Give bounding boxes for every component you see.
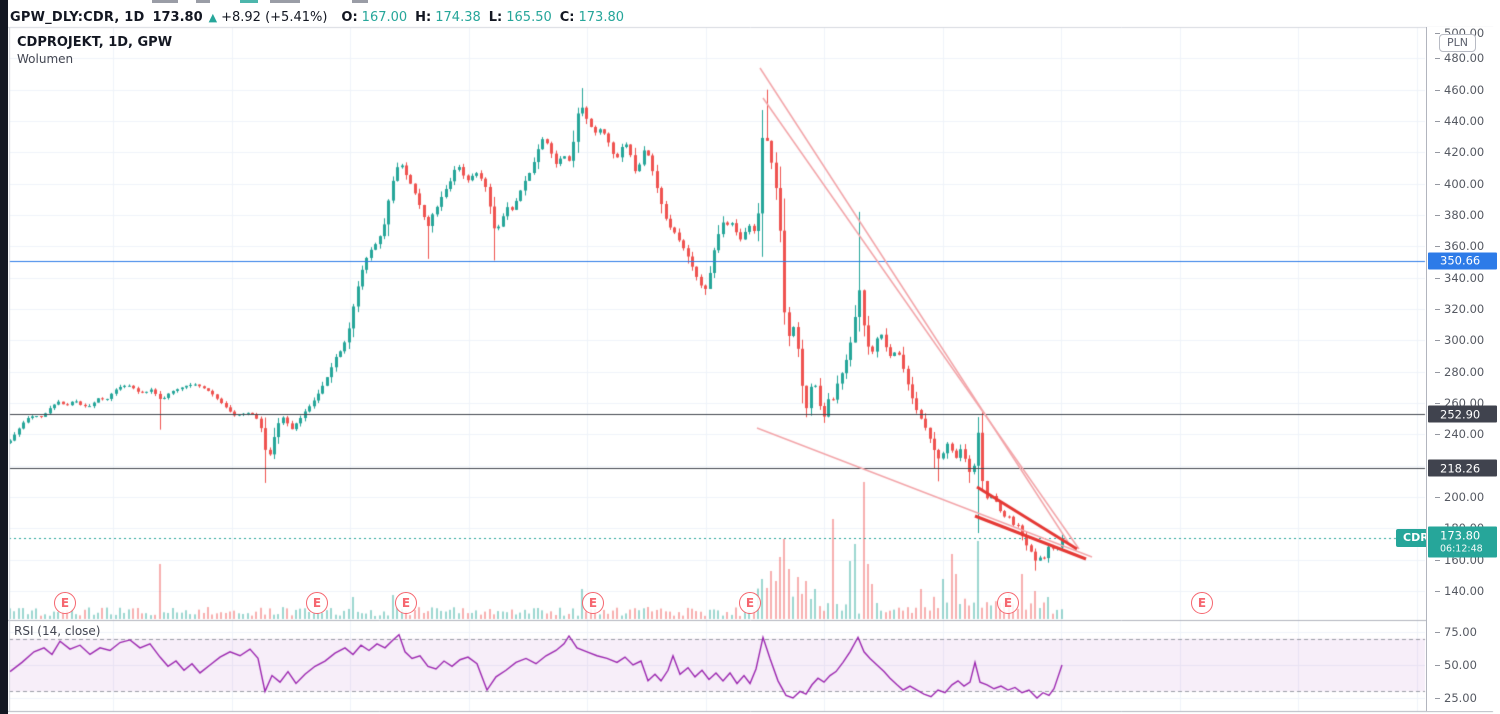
price-tick: 140.00 [1435, 584, 1484, 598]
earnings-marker[interactable]: E [997, 592, 1019, 614]
rsi-study-label[interactable]: RSI (14, close) [14, 624, 101, 638]
earnings-marker[interactable]: E [54, 592, 76, 614]
low-value: 165.50 [506, 9, 552, 25]
price-tick: 360.00 [1435, 239, 1484, 253]
low-label: L: [488, 9, 503, 25]
tick-mark [1435, 277, 1440, 279]
tick-mark [1435, 434, 1440, 436]
price-tick: 440.00 [1435, 114, 1484, 128]
earnings-marker[interactable]: E [739, 592, 761, 614]
tick-mark [1435, 665, 1440, 666]
current-price-badge: 173.80 06:12:48 [1428, 526, 1497, 558]
tick-mark [1435, 632, 1440, 633]
currency-toggle-button[interactable]: PLN [1439, 34, 1476, 52]
price-tick: 460.00 [1435, 83, 1484, 97]
price-tick: 240.00 [1435, 427, 1484, 441]
high-label: H: [415, 9, 432, 25]
price-tick: 300.00 [1435, 333, 1484, 347]
alert-price-badge: 350.66 [1428, 252, 1497, 270]
volume-study-label[interactable]: Wolumen [17, 52, 74, 66]
high-value: 174.38 [435, 9, 481, 25]
left-edge-strip [0, 0, 8, 714]
last-price: 173.80 [152, 9, 203, 25]
bar-countdown: 06:12:48 [1440, 543, 1483, 555]
level-price-badge: 218.26 [1428, 459, 1497, 477]
clipped-toolbar-fragments [100, 0, 800, 4]
price-scale[interactable]: PLN 500.00 480.00 460.00 440.00 420.00 400.00… [1426, 26, 1500, 711]
earnings-marker[interactable]: E [582, 592, 604, 614]
price-tick: 480.00 [1435, 51, 1484, 65]
price-change: +8.92 (+5.41%) [221, 9, 328, 25]
chart-title[interactable]: CDPROJEKT, 1D, GPW [17, 35, 173, 50]
tick-mark [1435, 33, 1440, 34]
tick-mark [1435, 89, 1440, 91]
tick-mark [1435, 215, 1440, 216]
earnings-marker[interactable]: E [1191, 592, 1213, 614]
tick-mark [1435, 340, 1440, 342]
tick-mark [1435, 497, 1440, 498]
main-pane-legend[interactable]: CDPROJEKT, 1D, GPW Wolumen [17, 34, 172, 67]
price-tick: 320.00 [1435, 302, 1484, 316]
symbol-info-bar: GPW_DLY:CDR, 1D 173.80 ▲ +8.92 (+5.41%) … [10, 7, 624, 27]
tick-mark [1435, 309, 1440, 310]
tick-mark [1435, 403, 1440, 404]
price-tick: 380.00 [1435, 208, 1484, 222]
earnings-marker[interactable]: E [395, 592, 417, 614]
series-price-label[interactable]: CDR [1396, 529, 1436, 548]
rsi-tick: 50.00 [1435, 658, 1477, 672]
tick-mark [1435, 183, 1440, 185]
price-tick: 420.00 [1435, 145, 1484, 159]
tick-mark [1435, 58, 1440, 60]
price-tick: 340.00 [1435, 271, 1484, 285]
tick-mark [1435, 121, 1440, 122]
tick-mark [1435, 698, 1440, 699]
rsi-tick: 75.00 [1435, 625, 1477, 639]
price-up-arrow-icon: ▲ [208, 10, 218, 24]
price-tick: 280.00 [1435, 365, 1484, 379]
price-tick: 200.00 [1435, 490, 1484, 504]
open-value: 167.00 [361, 9, 408, 25]
current-price: 173.80 [1440, 528, 1481, 543]
open-label: O: [341, 9, 358, 25]
tick-mark [1435, 246, 1440, 248]
price-tick: 400.00 [1435, 177, 1484, 191]
tick-mark [1435, 371, 1440, 373]
close-value: 173.80 [578, 9, 625, 25]
symbol-name[interactable]: GPW_DLY:CDR, 1D [10, 9, 145, 25]
tick-mark [1435, 152, 1440, 154]
close-label: C: [559, 9, 575, 25]
rsi-tick: 25.00 [1435, 691, 1477, 705]
tick-mark [1435, 559, 1440, 561]
level-price-badge: 252.90 [1428, 405, 1497, 423]
earnings-marker[interactable]: E [306, 592, 328, 614]
tick-mark [1435, 591, 1440, 592]
